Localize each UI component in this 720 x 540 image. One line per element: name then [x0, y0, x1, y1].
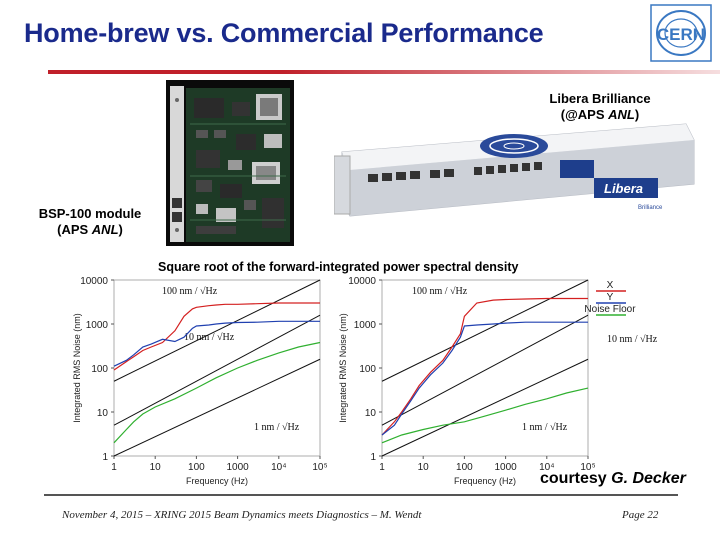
page-number: Page 22 [622, 509, 659, 521]
y-axis-label: Integrated RMS Noise (nm) [72, 313, 82, 423]
reference-annotation: 1 nm / √Hz [254, 422, 300, 433]
y-tick-label: 100 [91, 364, 108, 375]
libera-label-line2: (@APS ANL) [560, 107, 640, 122]
plot-frame [381, 279, 589, 457]
reference-annotation: 100 nm / √Hz [412, 286, 468, 297]
y-tick-label: 100 [359, 364, 376, 375]
x-tick-label: 10 [150, 462, 162, 473]
y-axis-label: Integrated RMS Noise (nm) [338, 313, 348, 423]
x-tick-label: 1000 [494, 462, 517, 473]
reference-annotation: 10 nm / √Hz [184, 332, 235, 343]
courtesy-credit: courtesy G. Decker [540, 470, 686, 487]
plot-frame [113, 279, 321, 457]
bsp-label: BSP-100 module (APS ANL) [30, 206, 150, 238]
reference-line [113, 279, 321, 382]
y-tick-label: 10000 [80, 276, 108, 287]
y-tick-label: 10 [97, 408, 109, 419]
x-tick-label: 100 [188, 462, 205, 473]
bsp-label-line1: BSP-100 module [38, 206, 142, 221]
reference-line [381, 279, 589, 382]
reference-line [113, 358, 321, 457]
legend-label: Noise Floor [584, 304, 636, 315]
x-tick-label: 10⁵ [580, 462, 595, 473]
reference-annotation: 100 nm / √Hz [162, 286, 218, 297]
footer-text: November 4, 2015 – XRING 2015 Beam Dynam… [62, 509, 422, 521]
chart-right: 1 10 100 1000 10⁴ 10⁵ 10000 1000 100 10 1 Frequency… [338, 276, 658, 486]
legend-label: Y [607, 292, 614, 303]
reference-line [381, 314, 589, 426]
libera-label: Libera Brilliance (@APS ANL) [520, 91, 680, 123]
footer-rule [44, 494, 678, 496]
x-tick-label: 1 [379, 462, 385, 473]
libera-brilliance-photo: Libera Brilliance [334, 123, 695, 217]
chart-caption: Square root of the forward-integrated po… [158, 260, 519, 274]
logo-text: CERN [657, 25, 705, 44]
series-line-2 [113, 341, 321, 444]
reference-annotation: 1 nm / √Hz [522, 422, 568, 433]
series-line-x [381, 297, 588, 436]
series-line-1 [113, 320, 320, 367]
y-tick-label: 1000 [354, 320, 377, 331]
x-tick-label: 100 [456, 462, 473, 473]
reference-line [113, 314, 321, 426]
x-tick-label: 10 [418, 462, 430, 473]
x-tick-label: 10⁴ [271, 462, 286, 473]
series-line-noise-floor [381, 387, 589, 444]
x-axis-label: Frequency (Hz) [454, 476, 516, 486]
y-tick-label: 10000 [348, 276, 376, 287]
x-tick-label: 1000 [226, 462, 249, 473]
libera-model-text: Brilliance [638, 205, 663, 211]
title-rule [48, 70, 720, 74]
x-tick-label: 10⁵ [312, 462, 327, 473]
series-line-0 [113, 302, 320, 371]
bsp-label-line2: (APS ANL) [57, 222, 123, 237]
chart-left: 1 10 100 1000 10⁴ 10⁵ 10000 1000 100 10 1 Frequency… [72, 276, 328, 486]
reference-line [381, 358, 589, 457]
y-tick-label: 10 [365, 408, 377, 419]
y-tick-label: 1 [370, 452, 376, 463]
libera-label-line1: Libera Brilliance [549, 91, 651, 106]
y-tick-label: 1 [102, 452, 108, 463]
libera-brand-text: Libera [604, 181, 643, 196]
bsp-100-photo [166, 80, 294, 246]
legend-label: X [607, 280, 614, 291]
x-axis-label: Frequency (Hz) [186, 476, 248, 486]
x-tick-label: 1 [111, 462, 117, 473]
series-line-y [381, 321, 588, 436]
reference-annotation: 10 nm / √Hz [607, 334, 658, 345]
x-tick-label: 10⁴ [539, 462, 554, 473]
cern-logo: CERN [650, 4, 712, 62]
slide-title: Home-brew vs. Commercial Performance [24, 18, 544, 48]
y-tick-label: 1000 [86, 320, 109, 331]
